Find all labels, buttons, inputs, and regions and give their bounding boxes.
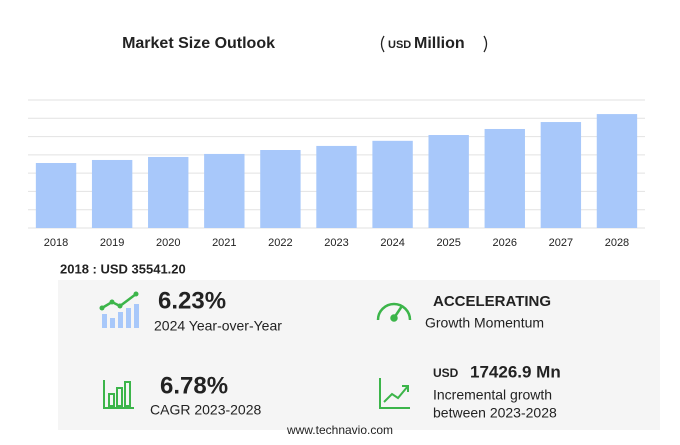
x-tick-label: 2020: [156, 237, 180, 249]
bar: [35, 163, 77, 228]
x-tick-label: 2026: [493, 237, 517, 249]
x-tick-label: 2024: [380, 237, 404, 249]
stat-label: CAGR 2023-2028: [150, 402, 262, 418]
stat-value: 17426.9 Mn: [470, 362, 561, 381]
x-tick-label: 2025: [436, 237, 460, 249]
x-tick-label: 2022: [268, 237, 292, 249]
stat-label: 2024 Year-over-Year: [154, 318, 282, 334]
x-tick-label: 2021: [212, 237, 236, 249]
stat-label: Incremental growth: [433, 387, 552, 403]
paren: [483, 35, 488, 53]
bar: [260, 150, 301, 228]
bar: [316, 145, 357, 228]
icon: [99, 291, 139, 328]
icon: [103, 380, 134, 409]
x-tick-label: 2018: [44, 237, 68, 249]
footer: www.technavio.com: [286, 423, 393, 437]
bar: [484, 128, 525, 228]
x-tick-label: 2027: [549, 237, 573, 249]
bar: [596, 114, 638, 228]
stats-panel: [58, 280, 660, 430]
bar: [428, 135, 469, 228]
paren: [380, 35, 385, 53]
stat-label: between 2023-2028: [433, 405, 557, 421]
stat-value: 6.23%: [158, 287, 226, 314]
stat-label: Growth Momentum: [425, 315, 544, 331]
unit-prefix: USD: [388, 39, 411, 51]
bar: [91, 159, 133, 228]
chart-title: Market Size Outlook: [122, 35, 275, 52]
bar: [204, 153, 245, 228]
bar: [148, 156, 189, 228]
icon: [376, 302, 412, 322]
stat-value: ACCELERATING: [433, 293, 551, 310]
unit: Million: [414, 35, 465, 52]
bar: [372, 140, 413, 228]
plot: 2018 2019 2020 2021 2022 2023 2024 2025 2026 2027…: [28, 99, 645, 249]
icon: [379, 378, 410, 409]
x-tick-label: 2019: [100, 237, 124, 249]
highlight: 2018 : USD 35541.20: [60, 261, 186, 276]
bar: [540, 122, 582, 228]
stat-value: 6.78%: [160, 372, 228, 399]
x-tick-label: 2028: [605, 237, 629, 249]
x-tick-label: 2023: [324, 237, 348, 249]
stat-prefix: USD: [433, 366, 459, 380]
